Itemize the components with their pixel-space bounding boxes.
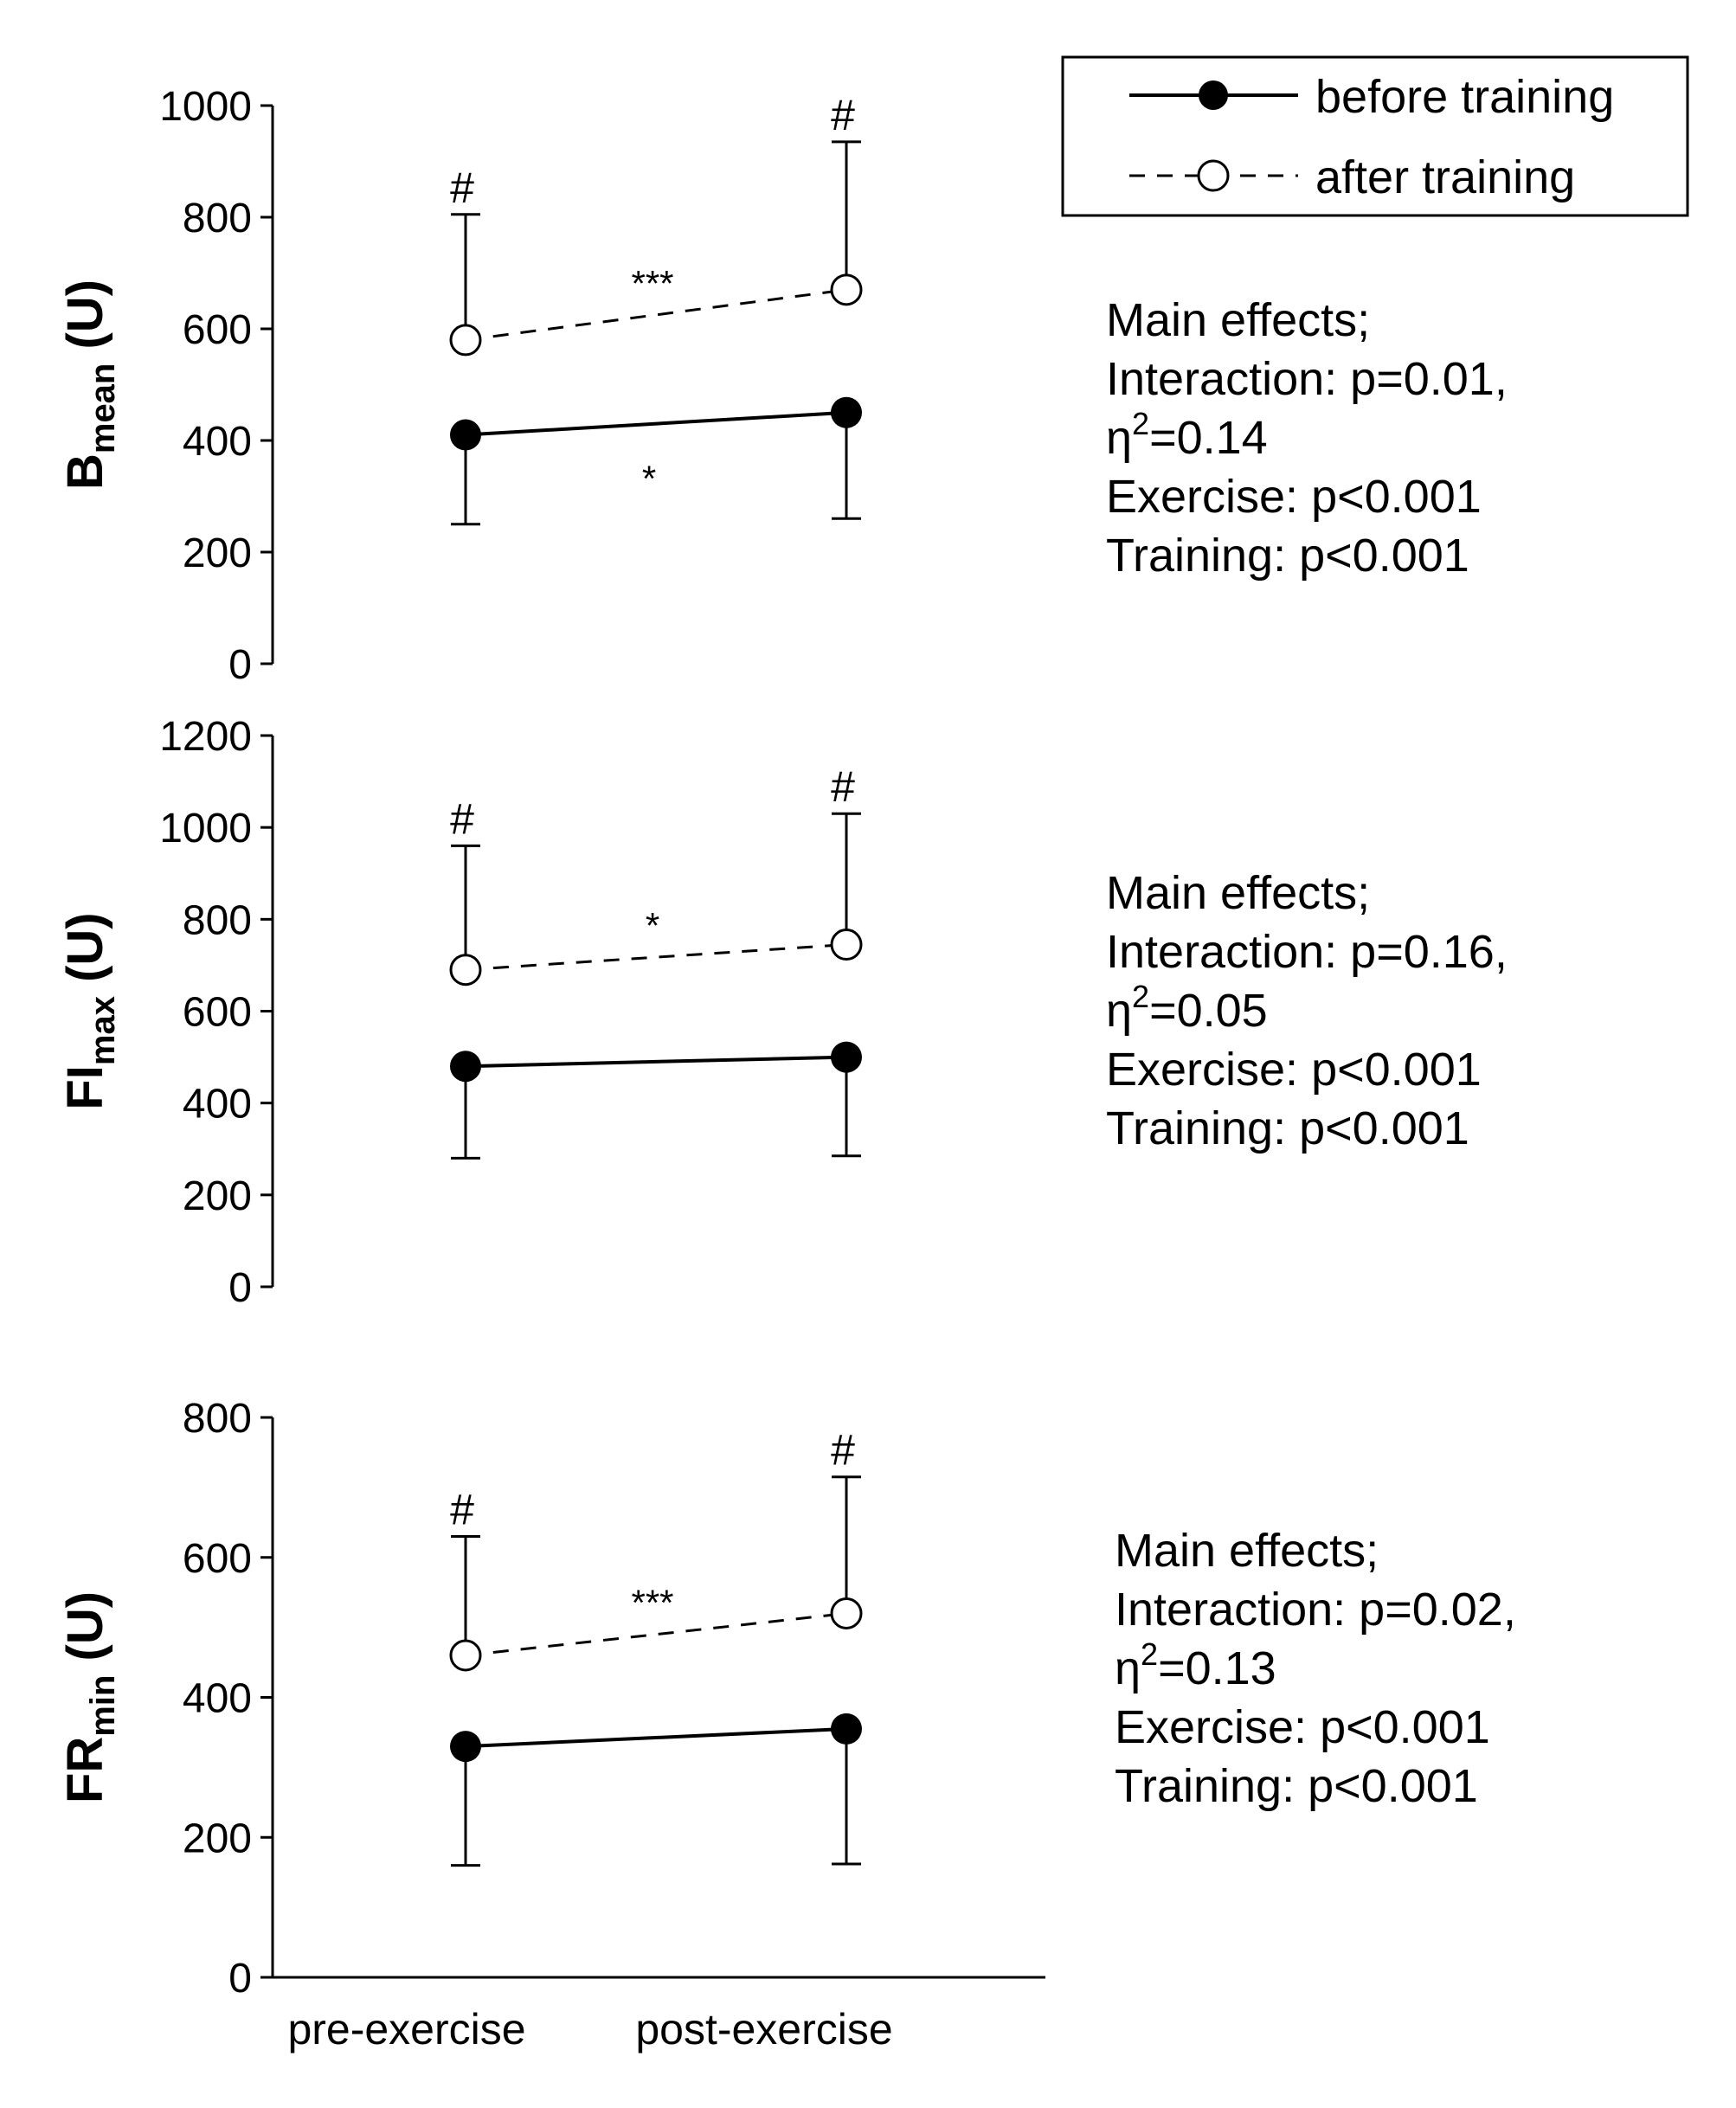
significance-stars: *** xyxy=(631,1583,673,1623)
y-axis-label-subscript: max xyxy=(84,996,122,1065)
significance-hash: # xyxy=(450,164,474,212)
stats-training: Training: p<0.001 xyxy=(1106,530,1469,582)
data-point-before-training xyxy=(450,419,481,451)
legend: before training after training xyxy=(1061,55,1689,217)
stats-heading: Main effects; xyxy=(1115,1525,1379,1577)
legend-after-marker xyxy=(1197,159,1230,192)
stats-eta: η2=0.05 xyxy=(1106,979,1268,1037)
x-tick-label-pre-exercise: pre-exercise xyxy=(287,2005,525,2053)
stats-training: Training: p<0.001 xyxy=(1115,1760,1478,1812)
y-tick-label: 0 xyxy=(228,1265,252,1311)
y-tick-label: 200 xyxy=(183,1816,252,1861)
y-tick-label: 400 xyxy=(183,1082,252,1128)
eta-value: =0.05 xyxy=(1149,985,1268,1037)
stats-eta: η2=0.13 xyxy=(1115,1636,1276,1694)
significance-hash: # xyxy=(450,1485,474,1533)
legend-before-label: before training xyxy=(1315,71,1614,123)
eta-symbol: η xyxy=(1106,412,1132,464)
y-tick-label: 400 xyxy=(183,419,252,465)
series-line-after-training xyxy=(465,288,847,342)
stats-exercise: Exercise: p<0.001 xyxy=(1106,1044,1482,1096)
stats-block-bmean: Main effects; Interaction: p=0.01, η2=0.… xyxy=(1106,294,1508,582)
y-tick-label: 400 xyxy=(183,1676,252,1722)
x-tick-label-post-exercise: post-exercise xyxy=(635,2005,892,2053)
y-axis-label-subscript: mean xyxy=(84,363,122,454)
data-point-after-training xyxy=(449,954,482,987)
y-tick-label: 0 xyxy=(228,642,252,688)
stats-exercise: Exercise: p<0.001 xyxy=(1115,1701,1490,1753)
significance-stars: *** xyxy=(631,263,673,304)
data-point-before-training xyxy=(450,1731,481,1763)
significance-hash: # xyxy=(450,794,474,843)
y-tick-label: 1000 xyxy=(159,806,252,852)
y-tick-label: 600 xyxy=(183,307,252,353)
significance-hash: # xyxy=(831,762,855,811)
eta-symbol: η xyxy=(1115,1642,1141,1694)
y-tick-label: 1000 xyxy=(159,84,252,130)
y-tick-label: 600 xyxy=(183,1536,252,1582)
eta-superscript: 2 xyxy=(1141,1636,1158,1672)
y-axis-label: FRmin (U) xyxy=(57,1591,122,1803)
y-tick-label: 200 xyxy=(183,1173,252,1219)
stats-eta: η2=0.14 xyxy=(1106,406,1268,464)
y-axis-label: Bmean (U) xyxy=(57,280,122,490)
series-line-before-training xyxy=(465,1726,847,1749)
y-tick-label: 600 xyxy=(183,990,252,1036)
eta-superscript: 2 xyxy=(1132,979,1149,1014)
legend-after-label: after training xyxy=(1315,151,1575,203)
y-tick-label: 200 xyxy=(183,530,252,576)
y-tick-label: 0 xyxy=(228,1956,252,2002)
y-axis-label-unit: (U) xyxy=(57,912,113,996)
stats-heading: Main effects; xyxy=(1106,294,1370,346)
y-tick-label: 1200 xyxy=(159,714,252,760)
y-axis-label-main: FI xyxy=(57,1065,113,1110)
y-axis-label-subscript: min xyxy=(84,1675,122,1737)
panel-fimax: 0 200 400 600 800 1000 1200 FImax (U) # # * xyxy=(57,714,863,1311)
y-tick-label: 800 xyxy=(183,1396,252,1442)
eta-value: =0.13 xyxy=(1158,1642,1276,1694)
panel-frmin: 0 200 400 600 800 FRmin (U) # # *** xyxy=(57,1396,1045,2002)
data-point-before-training xyxy=(831,1041,862,1073)
series-line-after-training xyxy=(465,943,847,972)
stats-interaction: Interaction: p=0.01, xyxy=(1106,353,1508,405)
stats-block-fimax: Main effects; Interaction: p=0.16, η2=0.… xyxy=(1106,867,1508,1154)
data-point-before-training xyxy=(831,396,862,428)
y-tick-label: 800 xyxy=(183,196,252,241)
significance-stars: * xyxy=(642,459,656,499)
stats-exercise: Exercise: p<0.001 xyxy=(1106,471,1482,523)
y-axis-label: FImax (U) xyxy=(57,912,122,1109)
stats-heading: Main effects; xyxy=(1106,867,1370,919)
stats-block-frmin: Main effects; Interaction: p=0.02, η2=0.… xyxy=(1115,1525,1516,1812)
stats-interaction: Interaction: p=0.02, xyxy=(1115,1584,1516,1636)
eta-superscript: 2 xyxy=(1132,406,1149,441)
significance-hash: # xyxy=(831,91,855,139)
legend-before-marker xyxy=(1199,80,1228,110)
y-axis-label-main: FR xyxy=(57,1737,113,1803)
y-axis-label-unit: (U) xyxy=(57,280,113,363)
legend-box xyxy=(1061,55,1689,217)
y-axis-label-unit: (U) xyxy=(57,1591,113,1675)
significance-stars: * xyxy=(646,905,659,946)
stats-interaction: Interaction: p=0.16, xyxy=(1106,926,1508,978)
series-line-after-training xyxy=(465,1611,847,1657)
eta-symbol: η xyxy=(1106,985,1132,1037)
series-line-before-training xyxy=(465,410,847,437)
series-line-before-training xyxy=(465,1055,847,1069)
data-point-before-training xyxy=(831,1713,862,1745)
y-axis-label-main: B xyxy=(57,453,113,490)
data-point-after-training xyxy=(830,1597,863,1629)
eta-value: =0.14 xyxy=(1149,412,1268,464)
data-point-after-training xyxy=(449,1639,482,1672)
data-point-before-training xyxy=(450,1051,481,1083)
stats-training: Training: p<0.001 xyxy=(1106,1102,1469,1154)
data-point-after-training xyxy=(830,929,863,961)
y-tick-label: 800 xyxy=(183,897,252,943)
data-point-after-training xyxy=(449,324,482,357)
significance-hash: # xyxy=(831,1426,855,1475)
data-point-after-training xyxy=(830,273,863,306)
